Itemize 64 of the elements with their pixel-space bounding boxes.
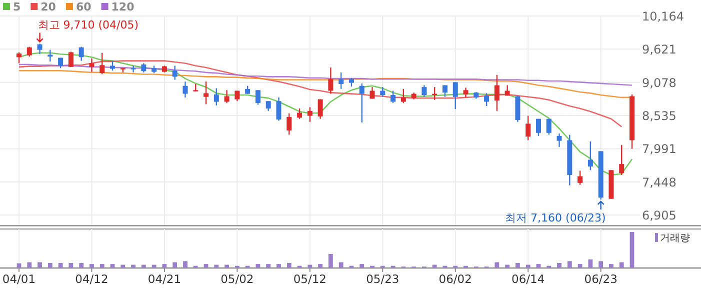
legend-label: 60 — [76, 0, 92, 14]
bar — [526, 264, 530, 268]
legend-label: 5 — [13, 0, 21, 14]
bar — [494, 262, 500, 268]
bar — [141, 264, 146, 268]
bar — [27, 262, 32, 268]
bar — [338, 262, 344, 268]
bar — [100, 264, 104, 268]
bar — [598, 261, 604, 268]
bar — [224, 264, 229, 268]
bar — [90, 264, 94, 268]
bar — [318, 264, 323, 268]
xtick: 06/14 — [512, 272, 545, 286]
ytick: 6,905 — [642, 208, 676, 223]
bar — [152, 264, 156, 268]
xtick: 06/02 — [438, 272, 472, 286]
legend-label: 120 — [111, 0, 135, 14]
bar — [266, 264, 271, 268]
bar — [557, 262, 562, 268]
bar — [131, 264, 136, 268]
bar — [286, 262, 292, 268]
ytick: 7,991 — [642, 142, 676, 156]
bar — [183, 261, 188, 268]
ytick: 9,621 — [642, 42, 676, 57]
bar — [79, 262, 84, 268]
bar — [630, 232, 634, 268]
bar — [68, 262, 74, 268]
annotation: 최고 9,710 (04/05) — [38, 18, 139, 32]
bar — [505, 264, 510, 268]
bar — [48, 262, 52, 268]
bar — [328, 254, 333, 268]
bar — [360, 264, 364, 268]
bar — [588, 259, 593, 268]
bar — [276, 264, 281, 268]
xtick: 05/12 — [293, 272, 326, 286]
ytick: 7,448 — [642, 175, 676, 190]
ytick: 9,078 — [642, 76, 676, 90]
annotation: 최저 7,160 (06/23) — [505, 211, 606, 224]
bar — [172, 262, 178, 268]
bar — [214, 264, 219, 268]
xtick: 04/01 — [2, 272, 36, 286]
xtick: 06/23 — [584, 272, 618, 286]
bar — [567, 261, 572, 268]
bar — [204, 264, 208, 268]
bar — [256, 264, 260, 268]
bar — [308, 264, 312, 268]
bar — [609, 264, 614, 268]
ytick: 10,164 — [642, 10, 684, 24]
bar — [162, 264, 167, 268]
xtick: 05/02 — [220, 272, 254, 286]
bar — [516, 262, 520, 268]
bar — [110, 264, 115, 268]
bar — [619, 262, 624, 268]
bar — [536, 264, 541, 268]
xtick: 04/12 — [75, 272, 108, 286]
bar — [578, 264, 582, 268]
legend-label: 20 — [40, 0, 56, 14]
xtick: 04/21 — [148, 272, 182, 286]
bar — [120, 264, 126, 268]
bar — [58, 262, 63, 268]
bar — [38, 262, 42, 268]
bar — [432, 264, 437, 268]
ytick: 8,535 — [642, 108, 676, 123]
xtick: 05/23 — [366, 272, 400, 286]
